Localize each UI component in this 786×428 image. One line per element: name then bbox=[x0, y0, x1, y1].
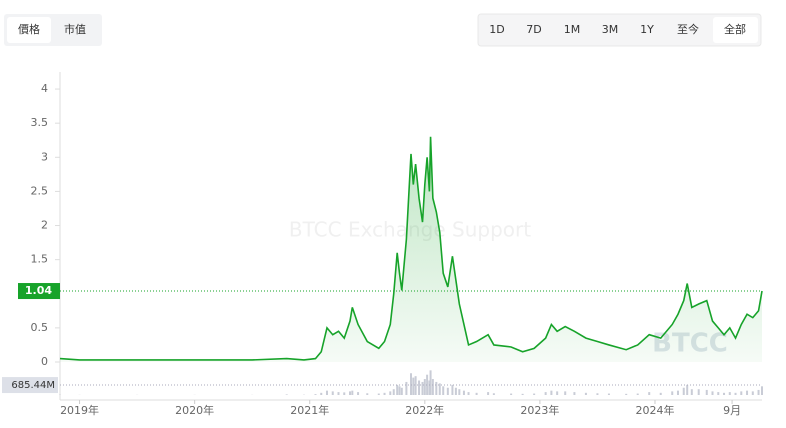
volume-bar bbox=[405, 382, 407, 395]
y-tick-label: 4 bbox=[41, 82, 48, 95]
y-tick-label: 3 bbox=[41, 150, 48, 163]
volume-bar bbox=[585, 393, 587, 395]
x-tick-label: 2020年 bbox=[175, 403, 214, 417]
y-tick-label: 2 bbox=[41, 219, 48, 232]
x-tick-label: 2023年 bbox=[520, 403, 559, 417]
volume-bar bbox=[326, 391, 328, 395]
volume-bar bbox=[424, 379, 426, 395]
x-tick-label: 2022年 bbox=[405, 403, 444, 417]
volume-bar bbox=[758, 390, 760, 395]
volume-bar bbox=[463, 391, 465, 395]
volume-bar bbox=[691, 389, 693, 395]
volume-bar bbox=[401, 388, 403, 395]
volume-bar bbox=[660, 393, 662, 395]
x-tick-label: 2024年 bbox=[635, 403, 674, 417]
current-tag-label: 1.04 bbox=[25, 284, 52, 297]
range-button[interactable]: 3M bbox=[602, 23, 619, 36]
volume-bar bbox=[410, 373, 412, 395]
volume-bar bbox=[418, 381, 420, 396]
volume-bar bbox=[393, 389, 395, 395]
range-button[interactable]: 1M bbox=[564, 23, 581, 36]
volume-bar bbox=[286, 394, 288, 395]
y-tick-label: 1.5 bbox=[31, 253, 49, 266]
volume-bar bbox=[686, 385, 688, 395]
x-tick-label: 9月 bbox=[723, 404, 741, 417]
volume-bar bbox=[357, 392, 359, 395]
volume-bar bbox=[698, 389, 700, 395]
volume-bar bbox=[752, 391, 754, 395]
tab[interactable]: 價格 bbox=[18, 22, 40, 36]
volume-bar bbox=[422, 382, 424, 395]
volume-bar bbox=[314, 394, 316, 395]
volume-bar bbox=[493, 393, 495, 395]
volume-tag-label: 685.44M bbox=[11, 380, 55, 391]
x-tick-label: 2019年 bbox=[60, 403, 99, 417]
volume-bar bbox=[556, 391, 558, 395]
range-button[interactable]: 1D bbox=[489, 23, 504, 36]
volume-bar bbox=[476, 393, 478, 395]
volume-bar bbox=[389, 391, 391, 395]
volume-bar bbox=[447, 388, 449, 395]
volume-bar bbox=[596, 393, 598, 395]
volume-bar bbox=[366, 393, 368, 395]
volume-bar bbox=[458, 389, 460, 395]
volume-bar bbox=[487, 392, 489, 395]
volume-bar bbox=[545, 392, 547, 395]
volume-bar bbox=[564, 391, 566, 395]
y-tick-label: 0 bbox=[41, 355, 48, 368]
range-button[interactable]: 全部 bbox=[724, 22, 746, 36]
volume-bar bbox=[332, 391, 334, 395]
volume-bar bbox=[384, 393, 386, 395]
volume-bar bbox=[415, 376, 417, 395]
range-button[interactable]: 1Y bbox=[640, 23, 654, 36]
x-tick-label: 2021年 bbox=[290, 403, 329, 417]
volume-bar bbox=[412, 378, 414, 395]
volume-bar bbox=[706, 390, 708, 395]
volume-bar bbox=[510, 394, 512, 395]
volume-bar bbox=[439, 383, 441, 395]
volume-bar bbox=[648, 392, 650, 395]
volume-bar bbox=[455, 388, 457, 395]
volume-bar bbox=[683, 388, 685, 395]
volume-bar bbox=[522, 394, 524, 395]
volume-bar bbox=[735, 393, 737, 395]
volume-bar bbox=[378, 394, 380, 395]
volume-bar bbox=[432, 379, 434, 395]
tab[interactable]: 市值 bbox=[64, 22, 86, 36]
volume-bar bbox=[451, 385, 453, 395]
y-tick-label: 0.5 bbox=[31, 321, 49, 334]
volume-bar bbox=[712, 391, 714, 395]
volume-bar bbox=[435, 382, 437, 395]
volume-bar bbox=[349, 391, 351, 395]
range-button[interactable]: 7D bbox=[526, 23, 541, 36]
volume-bar bbox=[761, 386, 763, 395]
volume-bar bbox=[533, 394, 535, 395]
volume-bar bbox=[677, 391, 679, 395]
volume-bar bbox=[396, 385, 398, 395]
volume-bar bbox=[398, 386, 400, 395]
y-tick-label: 2.5 bbox=[31, 184, 49, 197]
volume-bar bbox=[625, 394, 627, 395]
volume-bar bbox=[746, 391, 748, 395]
volume-bar bbox=[740, 391, 742, 395]
volume-bar bbox=[729, 392, 731, 395]
range-button[interactable]: 至今 bbox=[677, 22, 699, 36]
volume-bar bbox=[550, 391, 552, 395]
volume-bar bbox=[608, 394, 610, 395]
volume-bar bbox=[717, 392, 719, 395]
volume-bar bbox=[430, 370, 432, 395]
volume-bar bbox=[351, 391, 353, 395]
volume-bar bbox=[637, 394, 639, 395]
volume-bar bbox=[468, 392, 470, 395]
volume-bar bbox=[320, 393, 322, 395]
volume-bar bbox=[442, 386, 444, 395]
volume-bar bbox=[723, 393, 725, 395]
volume-bar bbox=[337, 392, 339, 395]
volume-bar bbox=[671, 391, 673, 395]
volume-bar bbox=[573, 392, 575, 395]
volume-bar bbox=[343, 392, 345, 395]
y-tick-label: 3.5 bbox=[31, 116, 49, 129]
